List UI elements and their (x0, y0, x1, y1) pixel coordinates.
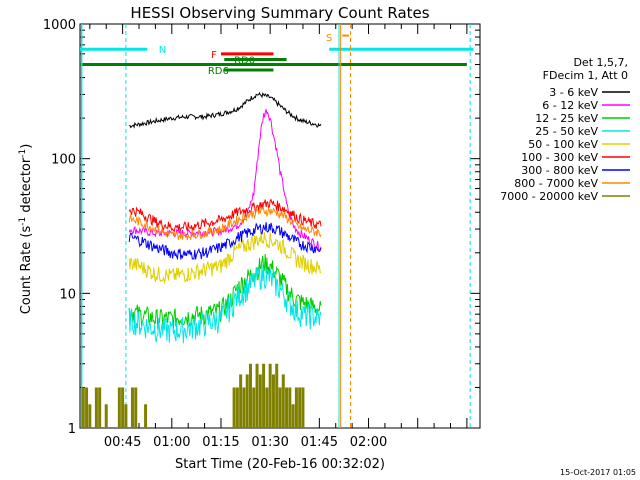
legend-label: 300 - 800 keV (521, 164, 598, 177)
y-axis-label-part3: ) (19, 144, 34, 149)
x-tick-label: 01:15 (202, 435, 239, 450)
y-axis-label-sup1: -1 (18, 217, 28, 226)
y-axis-label-part1: Count Rate (s (19, 226, 34, 315)
series-line-4 (128, 231, 322, 285)
y-axis-label-part2: detector (19, 157, 34, 217)
legend-label: 25 - 50 keV (535, 125, 598, 138)
chart-title: HESSI Observing Summary Count Rates (130, 4, 429, 22)
x-tick-label: 01:30 (251, 435, 288, 450)
series-line-5 (128, 198, 322, 233)
x-axis: 00:45 01:00 01:15 01:30 01:45 02:00 (89, 24, 468, 450)
legend-header-2: FDecim 1, Att 0 (543, 69, 628, 82)
y-axis-label: Count Rate (s-1 detector-1) (18, 144, 34, 315)
y-tick-label: 1000 (43, 18, 76, 33)
night-label: N (159, 45, 166, 56)
legend-label: 7000 - 20000 keV (500, 190, 598, 203)
x-tick-label: 00:45 (104, 435, 141, 450)
y-axis: 1 10 100 1000 (43, 18, 480, 437)
plot-border (79, 23, 481, 429)
y-tick-label: 10 (59, 287, 76, 302)
legend-label: 50 - 100 keV (528, 138, 598, 151)
series-line-2 (128, 253, 322, 331)
series-line-7 (128, 206, 322, 241)
rd6-label: RD6 (208, 66, 229, 77)
x-tick-label: 01:00 (153, 435, 190, 450)
s-label: S (326, 33, 332, 44)
observing-state-bars: N F RD0 RD6 S (80, 24, 474, 428)
legend-label: 6 - 12 keV (542, 99, 598, 112)
y-tick-label: 100 (51, 153, 76, 168)
legend-label: 100 - 300 keV (521, 151, 598, 164)
x-axis-label: Start Time (20-Feb-16 00:32:02) (175, 457, 385, 472)
legend-label: 800 - 7000 keV (514, 177, 598, 190)
x-tick-label: 02:00 (350, 435, 387, 450)
plot-frame (79, 23, 481, 429)
series-line-6 (128, 222, 322, 261)
series-layer (81, 91, 322, 428)
y-axis-label-sup2: -1 (18, 149, 28, 158)
series-line-3 (128, 264, 322, 344)
rd0-label: RD0 (234, 55, 255, 66)
legend-header-1: Det 1,5,7, (573, 56, 628, 69)
legend-label: 12 - 25 keV (535, 112, 598, 125)
series-line-0 (128, 91, 322, 129)
y-tick-label: 1 (68, 422, 76, 437)
flare-label: F (211, 50, 217, 61)
legend-label: 3 - 6 keV (549, 86, 598, 99)
x-tick-label: 01:45 (301, 435, 338, 450)
footer-date: 15-Oct-2017 01:05 (560, 468, 636, 477)
